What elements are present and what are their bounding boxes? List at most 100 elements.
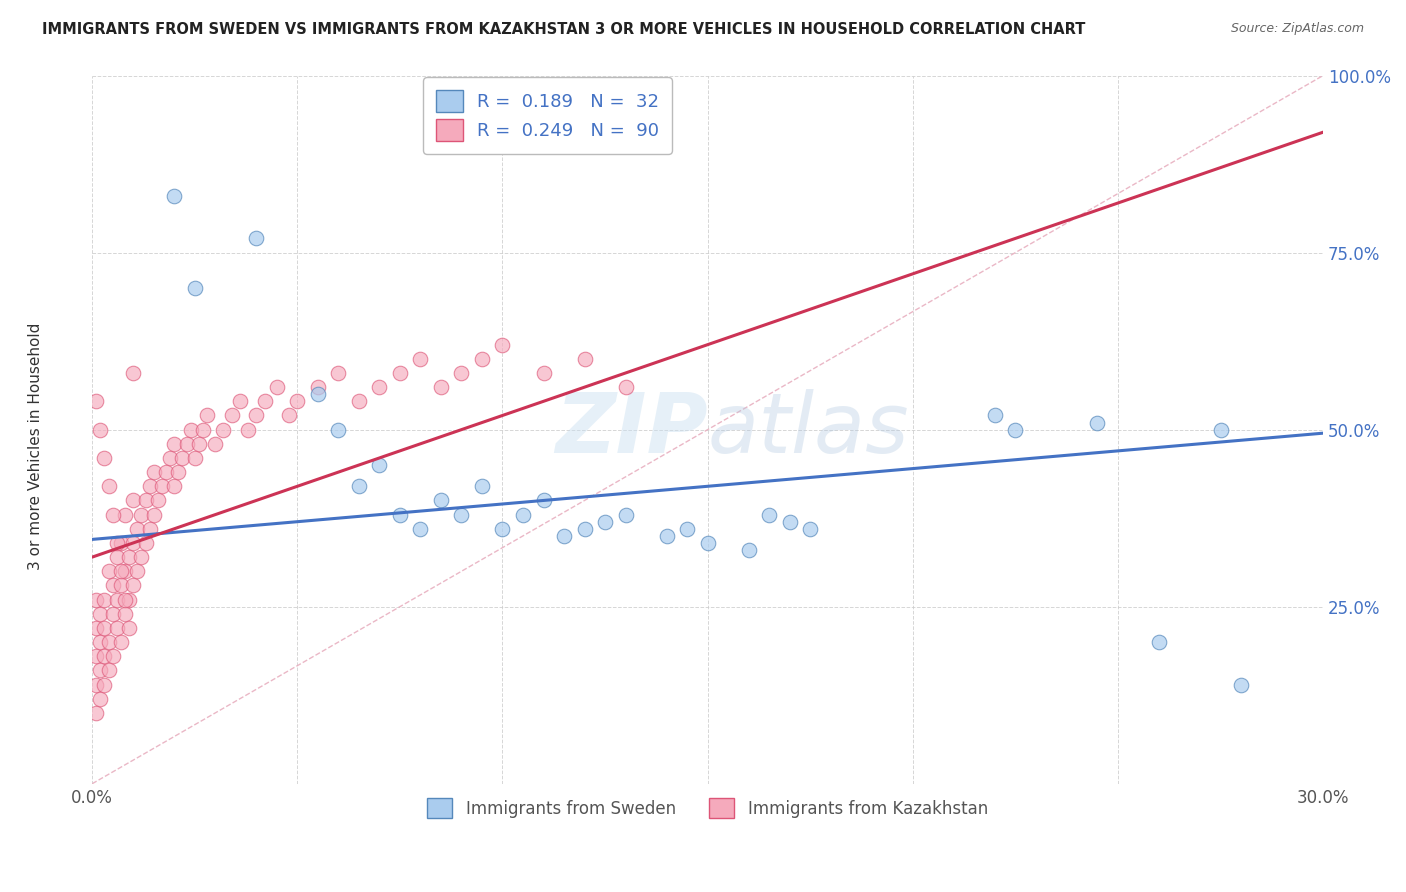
Point: [1004, 423, 1026, 437]
Point: [172, 450, 194, 465]
Point: [118, 592, 141, 607]
Point: [187, 437, 209, 451]
Point: [553, 529, 575, 543]
Point: [696, 536, 718, 550]
Point: [127, 522, 149, 536]
Point: [1209, 423, 1232, 437]
Point: [471, 351, 494, 366]
Point: [84, 706, 107, 720]
Text: 3 or more Vehicles in Household: 3 or more Vehicles in Household: [28, 322, 42, 570]
Point: [236, 423, 259, 437]
Point: [1230, 677, 1253, 691]
Point: [131, 508, 153, 522]
Point: [89, 423, 111, 437]
Point: [184, 281, 207, 295]
Point: [253, 394, 276, 409]
Point: [142, 508, 165, 522]
Point: [328, 423, 350, 437]
Point: [89, 691, 111, 706]
Point: [799, 522, 821, 536]
Point: [512, 508, 534, 522]
Point: [430, 380, 453, 394]
Point: [779, 515, 801, 529]
Text: ZIP: ZIP: [555, 389, 707, 470]
Point: [388, 508, 411, 522]
Point: [347, 394, 370, 409]
Point: [110, 578, 132, 592]
Point: [430, 493, 453, 508]
Point: [471, 479, 494, 493]
Point: [101, 649, 124, 664]
Point: [105, 536, 128, 550]
Point: [167, 465, 190, 479]
Point: [122, 493, 145, 508]
Point: [150, 479, 173, 493]
Point: [491, 522, 513, 536]
Point: [737, 543, 759, 558]
Point: [245, 409, 267, 423]
Point: [758, 508, 780, 522]
Point: [84, 394, 107, 409]
Point: [491, 337, 513, 351]
Point: [84, 677, 107, 691]
Point: [93, 677, 115, 691]
Point: [84, 621, 107, 635]
Point: [97, 635, 120, 649]
Point: [146, 493, 169, 508]
Point: [138, 479, 160, 493]
Point: [533, 366, 555, 380]
Point: [245, 231, 267, 245]
Point: [134, 536, 156, 550]
Point: [450, 508, 472, 522]
Point: [122, 536, 145, 550]
Point: [184, 450, 207, 465]
Point: [388, 366, 411, 380]
Point: [101, 607, 124, 621]
Point: [89, 664, 111, 678]
Point: [97, 564, 120, 578]
Point: [191, 423, 214, 437]
Point: [89, 635, 111, 649]
Point: [89, 607, 111, 621]
Point: [114, 508, 136, 522]
Point: [114, 592, 136, 607]
Point: [110, 635, 132, 649]
Point: [101, 578, 124, 592]
Point: [221, 409, 243, 423]
Point: [409, 351, 432, 366]
Point: [93, 621, 115, 635]
Point: [84, 592, 107, 607]
Point: [278, 409, 301, 423]
Text: Source: ZipAtlas.com: Source: ZipAtlas.com: [1230, 22, 1364, 36]
Point: [176, 437, 198, 451]
Point: [1087, 416, 1109, 430]
Point: [97, 479, 120, 493]
Point: [285, 394, 308, 409]
Point: [574, 351, 596, 366]
Point: [105, 621, 128, 635]
Point: [655, 529, 678, 543]
Point: [122, 366, 145, 380]
Point: [533, 493, 555, 508]
Point: [110, 564, 132, 578]
Point: [368, 458, 391, 472]
Point: [84, 649, 107, 664]
Point: [574, 522, 596, 536]
Point: [110, 536, 132, 550]
Point: [676, 522, 699, 536]
Point: [614, 508, 637, 522]
Point: [409, 522, 432, 536]
Point: [347, 479, 370, 493]
Point: [593, 515, 616, 529]
Point: [368, 380, 391, 394]
Point: [266, 380, 288, 394]
Point: [118, 621, 141, 635]
Point: [984, 409, 1007, 423]
Point: [614, 380, 637, 394]
Point: [328, 366, 350, 380]
Point: [159, 450, 181, 465]
Text: IMMIGRANTS FROM SWEDEN VS IMMIGRANTS FROM KAZAKHSTAN 3 OR MORE VEHICLES IN HOUSE: IMMIGRANTS FROM SWEDEN VS IMMIGRANTS FRO…: [42, 22, 1085, 37]
Point: [114, 564, 136, 578]
Point: [105, 592, 128, 607]
Point: [163, 437, 186, 451]
